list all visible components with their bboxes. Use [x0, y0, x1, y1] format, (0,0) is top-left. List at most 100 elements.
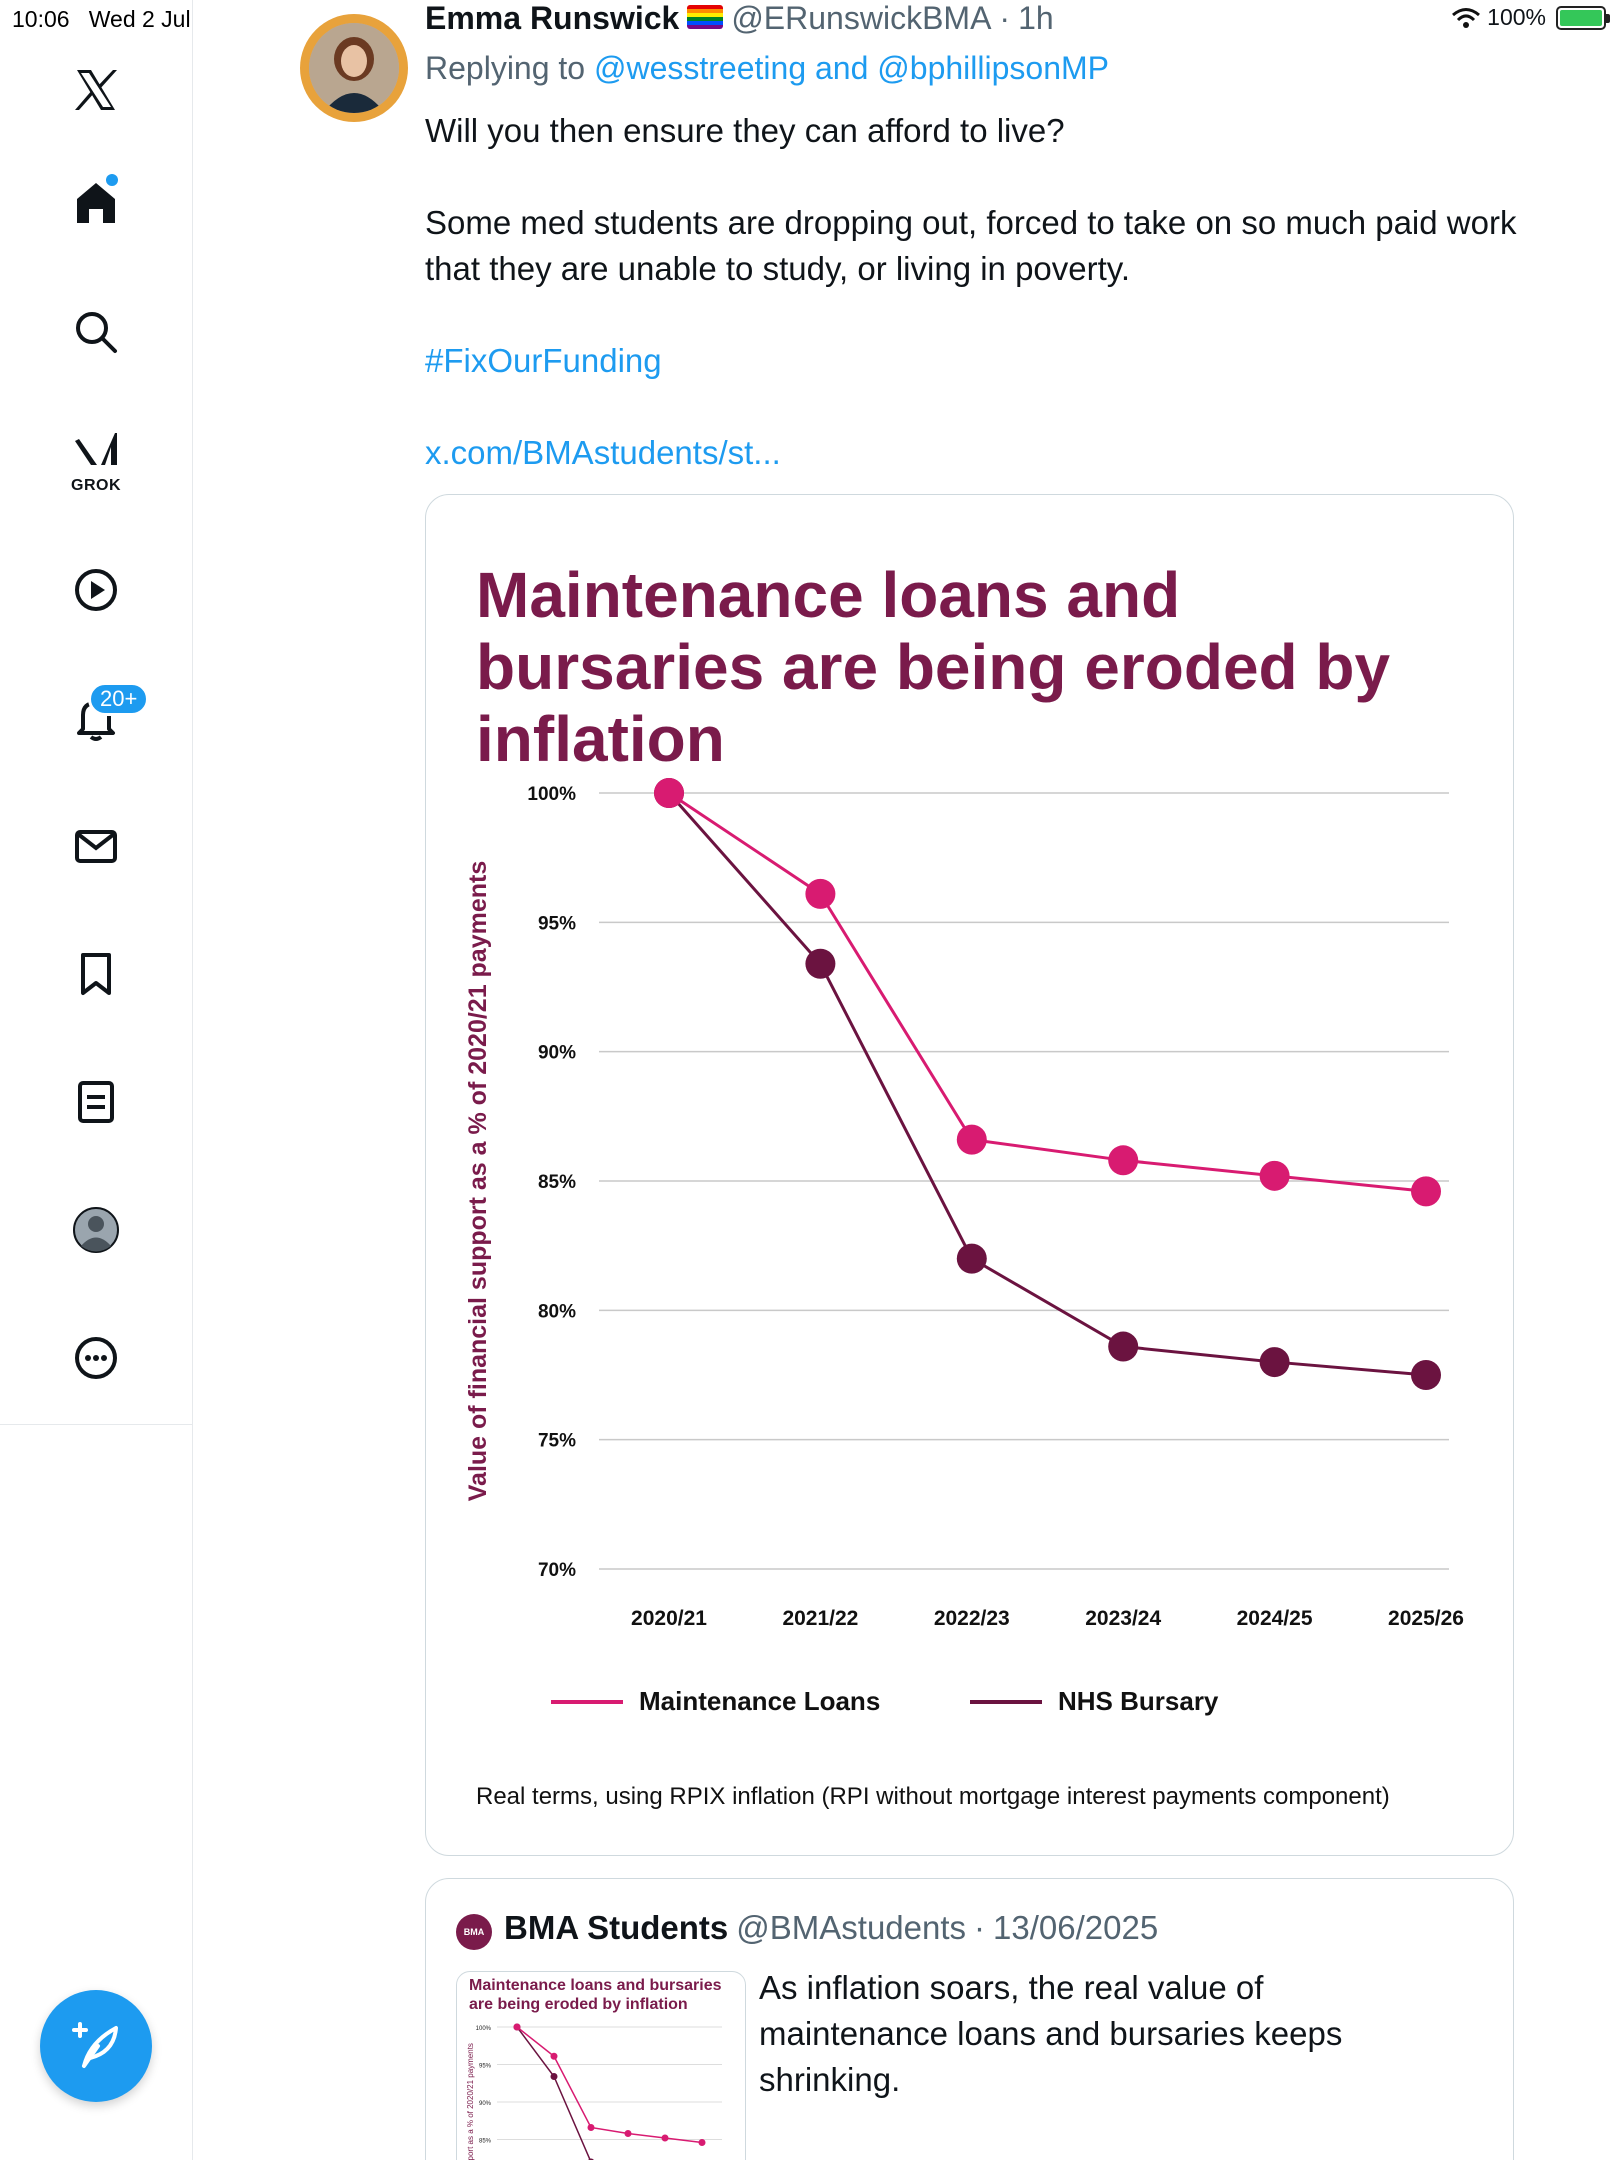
sidebar-item-home[interactable] [56, 162, 136, 242]
legend-label: NHS Bursary [1058, 1686, 1219, 1716]
quote-author-name[interactable]: BMA Students [504, 1909, 729, 1946]
replying-to-users[interactable]: @wesstreeting and @bphillipsonMP [593, 50, 1109, 86]
x-tick-label: 2023/24 [1085, 1607, 1161, 1630]
search-icon [76, 312, 117, 353]
quote-thumb-title: Maintenance loans and bursaries are bein… [469, 1977, 722, 2013]
url-link[interactable]: x.com/BMAstudents/st... [425, 434, 781, 471]
y-tick-label: 70% [538, 1560, 576, 1581]
video-icon [75, 569, 117, 611]
thumb-y-tick: 90% [479, 2101, 492, 2107]
battery-percent: 100% [1487, 4, 1546, 30]
tweet-text-line-2: Some med students are dropping out, forc… [425, 204, 1517, 287]
more-icon [75, 1337, 117, 1379]
quote-author-handle[interactable]: @BMAstudents [736, 1909, 967, 1946]
avatar-photo [309, 23, 399, 113]
tweet-header: Emma Runswick @ERunswickBMA · 1h [425, 0, 1054, 42]
y-tick-label: 100% [527, 784, 576, 805]
messages-icon [75, 830, 117, 863]
legend-label: Maintenance Loans [639, 1686, 880, 1716]
tweet-time[interactable]: 1h [1018, 0, 1054, 36]
y-axis-label: Value of financial support as a % of 202… [464, 861, 492, 1502]
bookmarks-icon [81, 953, 111, 995]
quote-thumb-chart: 100%95%90%85%80%75%70%Value of financial… [466, 2023, 722, 2160]
author-avatar[interactable] [300, 14, 408, 122]
data-point [1259, 1347, 1290, 1378]
lists-icon [78, 1081, 114, 1123]
x-logo-icon [75, 70, 117, 110]
data-point [654, 778, 684, 808]
tweet-text-line-1: Will you then ensure they can afford to … [425, 112, 1065, 149]
tweet-body: Will you then ensure they can afford to … [425, 108, 1525, 522]
quote-text: As inflation soars, the real value of ma… [759, 1969, 1343, 2098]
thumb-series-line [516, 2026, 703, 2144]
y-tick-label: 75% [538, 1431, 576, 1452]
avatar-portrait-icon [309, 23, 399, 113]
header-separator: · [999, 0, 1011, 36]
tweet-media-card[interactable]: 100% 95% 90% 85% 80% 75% 70% 2020/21 2021/22 2022… [425, 494, 1514, 1856]
thumb-data-point [698, 2139, 706, 2146]
data-point [805, 948, 836, 979]
thumb-data-point [550, 2073, 558, 2080]
quote-date[interactable]: 13/06/2025 [993, 1909, 1159, 1946]
y-tick-label: 95% [538, 913, 576, 934]
thumb-y-tick: 85% [479, 2139, 492, 2145]
chart-footnote: Real terms, using RPIX inflation (RPI wi… [476, 1783, 1390, 1810]
hashtag-link[interactable]: #FixOurFunding [425, 342, 662, 379]
thumb-data-point [661, 2134, 669, 2142]
compose-button[interactable] [40, 1990, 152, 2102]
x-tick-label: 2020/21 [631, 1607, 707, 1630]
quote-separator: · [974, 1909, 986, 1946]
data-point [1411, 1176, 1441, 1207]
home-unread-dot [106, 174, 118, 186]
sidebar-item-video[interactable] [56, 550, 136, 630]
quote-thumbnail[interactable]: Maintenance loans and bursaries are bein… [456, 1971, 746, 2160]
data-point [956, 1124, 987, 1155]
thumb-data-point [550, 2052, 558, 2060]
y-tick-label: 85% [538, 1172, 576, 1193]
sidebar-item-more[interactable] [56, 1318, 136, 1398]
thumb-data-point [513, 2023, 521, 2031]
sidebar-item-profile[interactable] [56, 1190, 136, 1270]
sidebar-item-messages[interactable] [56, 806, 136, 886]
data-point [1259, 1160, 1290, 1191]
status-time: 10:06 Wed 2 Jul [12, 6, 191, 33]
battery-icon [1556, 5, 1610, 30]
sidebar-item-lists[interactable] [56, 1062, 136, 1142]
sidebar-nav: GROK 20+ [0, 0, 193, 1425]
y-tick-label: 80% [538, 1301, 576, 1322]
data-point [805, 878, 836, 909]
thumb-data-point [587, 2124, 595, 2131]
thumb-series-line [516, 2026, 591, 2160]
sidebar-item-grok[interactable] [56, 410, 136, 490]
clock-time: 10:06 [12, 6, 70, 32]
home-icon [77, 183, 115, 223]
sidebar-divider [192, 1425, 193, 2160]
thumb-y-axis-label: Value of financial support as a % of 202… [466, 2043, 475, 2160]
data-point [956, 1243, 987, 1274]
data-point [1411, 1360, 1441, 1390]
quote-avatar[interactable]: BMA [456, 1914, 492, 1950]
thumb-y-tick: 95% [479, 2064, 492, 2070]
sidebar-item-bookmarks[interactable] [56, 934, 136, 1014]
thumb-data-point [624, 2130, 632, 2137]
author-name[interactable]: Emma Runswick [425, 0, 680, 36]
grok-icon [75, 433, 117, 465]
y-tick-label: 90% [538, 1043, 576, 1064]
replying-to: Replying to @wesstreeting and @bphillips… [425, 50, 1109, 87]
author-handle[interactable]: @ERunswickBMA [731, 0, 992, 36]
replying-prefix: Replying to [425, 50, 586, 86]
data-point [1108, 1331, 1139, 1362]
sidebar-item-search[interactable] [56, 292, 136, 372]
notifications-badge: 20+ [88, 682, 150, 716]
x-tick-label: 2025/26 [1388, 1607, 1464, 1630]
x-logo-button[interactable] [56, 50, 136, 130]
line-chart: 100% 95% 90% 85% 80% 75% 70% 2020/21 2021/22 2022… [464, 778, 1464, 1716]
clock-date: Wed 2 Jul [88, 6, 191, 32]
thumb-y-tick: 100% [476, 2026, 492, 2032]
profile-icon [73, 1207, 119, 1253]
x-tick-label: 2024/25 [1237, 1607, 1313, 1630]
series-line-0 [668, 791, 1427, 1193]
quote-header: BMA Students @BMAstudents · 13/06/2025 [504, 1909, 1158, 1947]
pride-flag-icon [687, 5, 724, 29]
quote-tweet-card[interactable]: BMA BMA Students @BMAstudents · 13/06/20… [425, 1878, 1514, 2160]
